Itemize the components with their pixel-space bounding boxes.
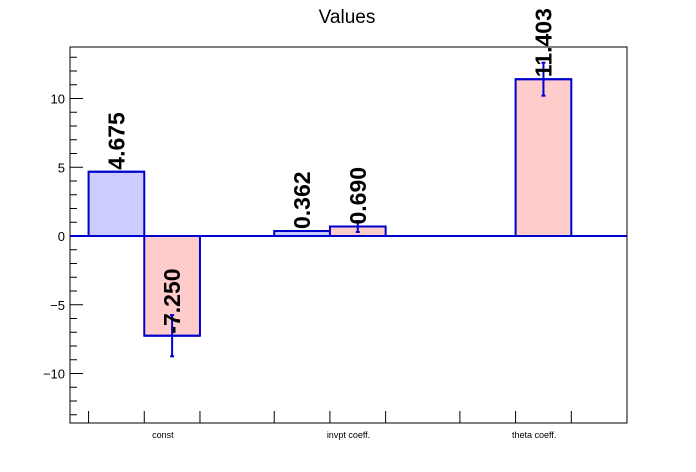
bar-value-label: 0.362 xyxy=(289,171,315,229)
bars xyxy=(87,78,573,337)
x-category-label: theta coeff. xyxy=(512,430,556,440)
bar xyxy=(514,78,573,237)
bar-value-label: 11.403 xyxy=(530,8,556,77)
y-tick-label: 5 xyxy=(58,160,65,175)
error-bars xyxy=(88,61,572,358)
y-minor-ticks xyxy=(70,56,77,416)
x-axis: const invpt coeff. theta coeff. xyxy=(88,411,572,440)
value-labels: 4.675 0.362 -7.250 0.690 11.403 xyxy=(103,8,556,334)
x-category-label: const xyxy=(152,430,174,440)
x-category-label: invpt coeff. xyxy=(327,430,370,440)
y-tick-label: −5 xyxy=(50,298,65,313)
y-tick-label: −10 xyxy=(43,367,65,382)
bar-value-label: 4.675 xyxy=(103,112,129,170)
chart-title: Values xyxy=(319,7,376,28)
y-tick-label: 10 xyxy=(51,92,65,107)
bar-value-label: 0.690 xyxy=(345,167,371,225)
y-tick-label: 0 xyxy=(58,229,65,244)
bar xyxy=(87,170,146,237)
bar-value-label: -7.250 xyxy=(159,268,185,333)
